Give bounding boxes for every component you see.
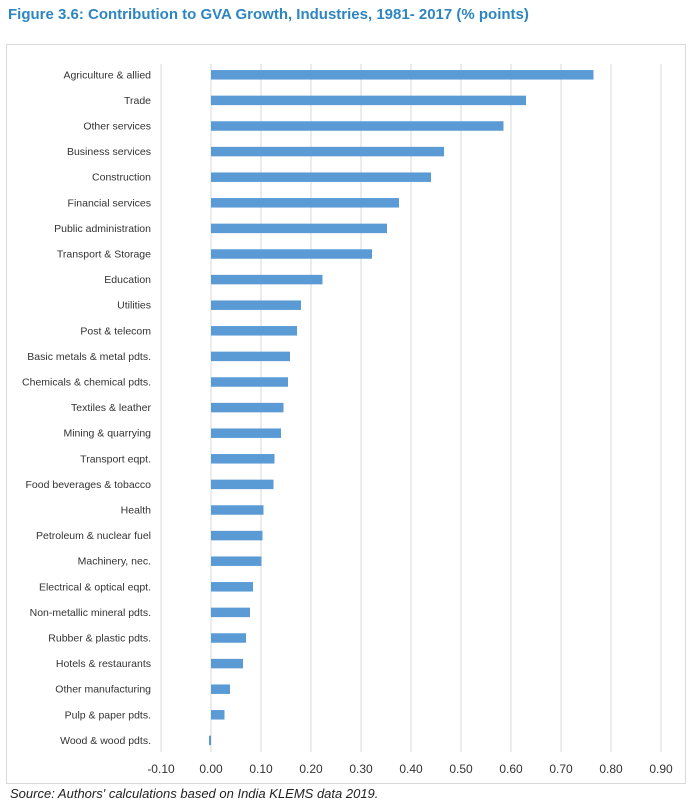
category-label: Transport & Storage: [57, 249, 151, 261]
x-tick-label: 0.30: [349, 762, 373, 776]
bar: [211, 658, 243, 669]
category-label: Pulp & paper pdts.: [65, 709, 151, 721]
bar: [211, 582, 253, 592]
x-tick-label: 0.80: [599, 762, 623, 776]
category-label: Other services: [83, 121, 151, 133]
category-label: Rubber & plastic pdts.: [48, 633, 151, 645]
bar: [211, 377, 288, 387]
category-label: Food beverages & tobacco: [26, 479, 152, 491]
bar: [211, 505, 264, 515]
category-label: Basic metals & metal pdts.: [27, 351, 151, 363]
category-label: Construction: [92, 172, 151, 184]
bar: [211, 402, 284, 413]
x-tick-label: 0.50: [449, 762, 473, 776]
bar: [211, 121, 504, 131]
category-label: Wood & wood pdts.: [60, 735, 151, 747]
bar: [211, 633, 246, 643]
category-label: Petroleum & nuclear fuel: [36, 530, 151, 542]
category-label: Other manufacturing: [55, 684, 151, 696]
category-label: Public administration: [54, 223, 151, 235]
category-label: Health: [121, 505, 152, 517]
x-tick-label: 0.40: [399, 762, 423, 776]
bar: [211, 223, 387, 234]
category-label: Chemicals & chemical pdts.: [22, 377, 151, 389]
x-tick-label: -0.10: [147, 762, 175, 776]
category-label: Electrical & optical eqpt.: [39, 581, 151, 593]
bar: [211, 530, 263, 541]
x-tick-label: 0.20: [299, 762, 323, 776]
bar: [211, 274, 323, 285]
category-label: Agriculture & allied: [63, 69, 151, 81]
x-tick-label: 0.70: [549, 762, 573, 776]
category-label: Education: [104, 274, 151, 286]
category-label: Utilities: [117, 300, 151, 312]
x-tick-label: 0.90: [649, 762, 673, 776]
bar: [211, 300, 301, 310]
bar: [211, 95, 526, 106]
category-label: Non-metallic mineral pdts.: [30, 607, 151, 619]
bar: [211, 684, 230, 694]
bar: [209, 735, 211, 746]
figure-title: Figure 3.6: Contribution to GVA Growth, …: [8, 6, 529, 23]
category-label: Mining & quarrying: [63, 428, 151, 440]
category-label: Business services: [67, 146, 151, 158]
bar: [211, 351, 290, 362]
bar: [211, 710, 225, 720]
bar: [211, 70, 594, 80]
bar: [211, 479, 274, 490]
category-label: Textiles & leather: [71, 402, 151, 414]
category-label: Trade: [124, 95, 151, 107]
x-tick-label: 0.00: [199, 762, 223, 776]
bar: [211, 146, 444, 157]
bars: [209, 70, 594, 746]
category-label: Transport eqpt.: [80, 453, 151, 465]
source-note: Source: Authors' calculations based on I…: [10, 786, 379, 801]
category-label: Post & telecom: [80, 325, 151, 337]
chart-frame: [6, 44, 686, 784]
bar: [211, 454, 275, 464]
bar: [211, 249, 372, 259]
category-label: Financial services: [68, 197, 151, 209]
bar: [211, 607, 250, 618]
category-label: Machinery, nec.: [78, 556, 151, 568]
bar: [211, 326, 297, 336]
x-tick-label: 0.10: [249, 762, 273, 776]
x-axis-tick-labels: -0.10 0.00 0.10 0.20 0.30 0.40 0.50 0.60 0.70 0.8…: [147, 762, 673, 776]
bar: [211, 428, 281, 438]
bar: [211, 556, 262, 566]
bar: [211, 172, 431, 182]
x-tick-label: 0.60: [499, 762, 523, 776]
category-label: Hotels & restaurants: [56, 658, 151, 670]
bar: [211, 198, 399, 208]
category-labels: Agriculture & allied Trade Other services B…: [22, 69, 151, 747]
